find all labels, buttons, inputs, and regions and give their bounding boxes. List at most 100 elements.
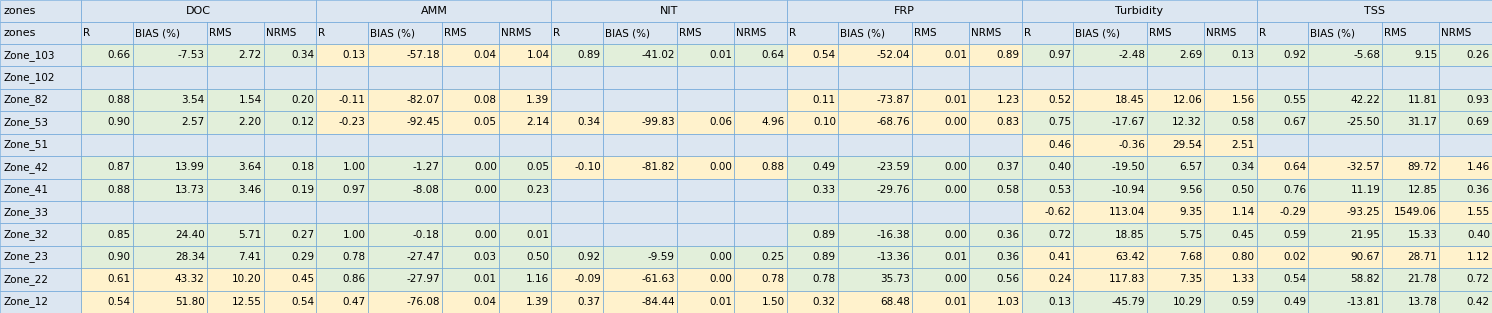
Text: 89.72: 89.72 xyxy=(1407,162,1437,172)
Text: 0.00: 0.00 xyxy=(709,275,733,285)
Bar xyxy=(206,111,264,134)
Bar xyxy=(0,0,81,22)
Bar xyxy=(81,290,133,313)
Bar xyxy=(912,156,968,178)
Text: TSS: TSS xyxy=(1364,6,1385,16)
Text: -81.82: -81.82 xyxy=(642,162,674,172)
Bar xyxy=(498,111,552,134)
Bar xyxy=(1204,134,1256,156)
Text: 0.13: 0.13 xyxy=(1047,297,1071,307)
Text: 0.83: 0.83 xyxy=(997,117,1019,127)
Bar xyxy=(442,89,498,111)
Bar xyxy=(912,201,968,223)
Bar xyxy=(677,111,734,134)
Bar xyxy=(442,268,498,290)
Bar xyxy=(677,290,734,313)
Bar xyxy=(839,290,912,313)
Bar xyxy=(264,89,316,111)
Bar xyxy=(442,290,498,313)
Text: 0.54: 0.54 xyxy=(1283,275,1306,285)
Bar xyxy=(206,44,264,66)
Text: 0.37: 0.37 xyxy=(577,297,601,307)
Text: 9.35: 9.35 xyxy=(1179,207,1203,217)
Text: 1.46: 1.46 xyxy=(1467,162,1491,172)
Text: -52.04: -52.04 xyxy=(876,50,910,60)
Bar xyxy=(0,178,81,201)
Text: 3.54: 3.54 xyxy=(182,95,204,105)
Bar xyxy=(552,201,603,223)
Bar xyxy=(968,178,1022,201)
Bar xyxy=(264,156,316,178)
Bar xyxy=(1073,223,1147,246)
Bar xyxy=(133,134,206,156)
Bar xyxy=(206,201,264,223)
Bar xyxy=(1204,44,1256,66)
Bar xyxy=(0,22,81,44)
Text: 0.88: 0.88 xyxy=(107,95,130,105)
Text: 0.00: 0.00 xyxy=(474,185,497,195)
Bar xyxy=(1073,268,1147,290)
Bar xyxy=(264,246,316,268)
Text: 0.89: 0.89 xyxy=(997,50,1019,60)
Bar xyxy=(206,246,264,268)
Text: -0.36: -0.36 xyxy=(1119,140,1146,150)
Bar xyxy=(734,156,786,178)
Bar xyxy=(0,44,81,66)
Bar xyxy=(1022,44,1073,66)
Text: 0.78: 0.78 xyxy=(343,252,366,262)
Bar xyxy=(734,223,786,246)
Text: 0.06: 0.06 xyxy=(709,117,733,127)
Text: 0.41: 0.41 xyxy=(1047,252,1071,262)
Text: 0.53: 0.53 xyxy=(1047,185,1071,195)
Text: R: R xyxy=(789,28,795,38)
Text: R: R xyxy=(1024,28,1031,38)
Bar xyxy=(968,246,1022,268)
Bar xyxy=(1073,290,1147,313)
Text: -0.29: -0.29 xyxy=(1279,207,1306,217)
Bar xyxy=(264,290,316,313)
Text: -8.08: -8.08 xyxy=(413,185,440,195)
Text: 1.00: 1.00 xyxy=(343,229,366,239)
Bar xyxy=(367,89,442,111)
Text: NRMS: NRMS xyxy=(266,28,295,38)
Bar xyxy=(734,246,786,268)
Text: 2.69: 2.69 xyxy=(1179,50,1203,60)
Bar xyxy=(498,156,552,178)
Text: -73.87: -73.87 xyxy=(876,95,910,105)
Text: BIAS (%): BIAS (%) xyxy=(370,28,415,38)
Text: 0.02: 0.02 xyxy=(1283,252,1306,262)
Bar xyxy=(1440,201,1492,223)
Text: 0.45: 0.45 xyxy=(291,275,315,285)
Bar xyxy=(1147,246,1204,268)
Text: 0.20: 0.20 xyxy=(291,95,315,105)
Bar xyxy=(552,178,603,201)
Text: -76.08: -76.08 xyxy=(406,297,440,307)
Bar xyxy=(912,290,968,313)
Bar xyxy=(264,134,316,156)
Text: 0.89: 0.89 xyxy=(813,229,836,239)
Text: 58.82: 58.82 xyxy=(1350,275,1380,285)
Text: -19.50: -19.50 xyxy=(1112,162,1146,172)
Text: 0.92: 0.92 xyxy=(577,252,601,262)
Bar xyxy=(81,44,133,66)
Bar xyxy=(0,246,81,268)
Text: -92.45: -92.45 xyxy=(406,117,440,127)
Bar xyxy=(264,268,316,290)
Bar xyxy=(603,111,677,134)
Bar xyxy=(1308,268,1382,290)
Text: -82.07: -82.07 xyxy=(406,95,440,105)
Bar xyxy=(1256,290,1308,313)
Bar xyxy=(786,22,839,44)
Text: BIAS (%): BIAS (%) xyxy=(1310,28,1355,38)
Text: BIAS (%): BIAS (%) xyxy=(1076,28,1120,38)
Bar xyxy=(0,89,81,111)
Bar xyxy=(1204,246,1256,268)
Bar xyxy=(552,290,603,313)
Bar xyxy=(367,44,442,66)
Text: -1.27: -1.27 xyxy=(413,162,440,172)
Bar xyxy=(367,22,442,44)
Bar xyxy=(552,223,603,246)
Text: 117.83: 117.83 xyxy=(1109,275,1146,285)
Text: 43.32: 43.32 xyxy=(175,275,204,285)
Bar xyxy=(1256,111,1308,134)
